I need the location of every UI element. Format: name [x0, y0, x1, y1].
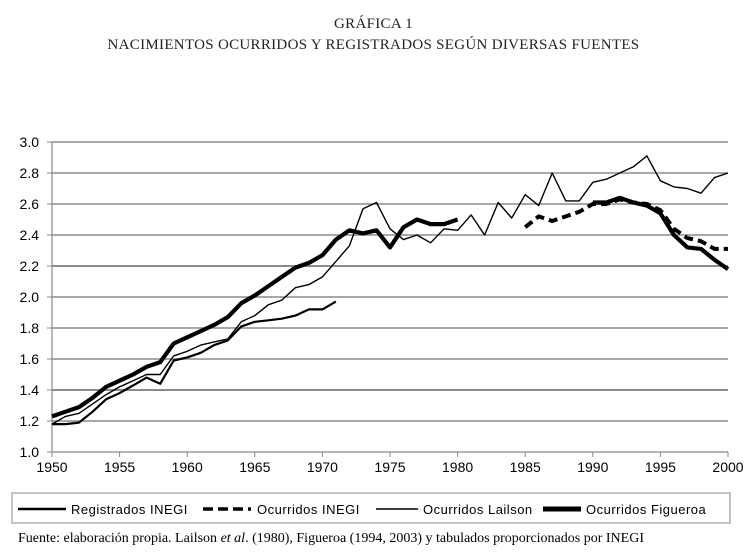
- x-tick-label: 2000: [712, 459, 743, 475]
- x-axis-ticks: 1950 1955 1960 1965 1970 1975 1980 1985 1990 1995…: [36, 452, 744, 475]
- gridlines: [52, 141, 728, 422]
- chart-title-line-2: NACIMIENTOS OCURRIDOS Y REGISTRADOS SEGÚ…: [107, 37, 640, 53]
- series-line-ocurridos-inegi: [523, 197, 728, 251]
- x-tick-label: 1990: [577, 459, 608, 475]
- series-line-ocurridos-lailson: [51, 155, 729, 425]
- series-ocurridos-figueroa: [51, 195, 730, 419]
- y-tick-label: 2.0: [20, 289, 40, 305]
- y-tick-label: 1.6: [20, 351, 40, 367]
- x-tick-label: 1975: [374, 459, 405, 475]
- series-lines: [51, 155, 730, 426]
- y-tick-label: 1.8: [20, 320, 40, 336]
- series-ocurridos-inegi: [523, 197, 728, 251]
- y-tick-label: 1.0: [20, 444, 40, 460]
- x-tick-label: 1980: [442, 459, 473, 475]
- x-tick-label: 1950: [36, 459, 67, 475]
- y-tick-label: 1.4: [20, 382, 40, 398]
- x-tick-label: 1970: [307, 459, 338, 475]
- source-note: Fuente: elaboración propia. Lailson et a…: [18, 531, 738, 547]
- source-suffix: . (1980), Figueroa (1994, 2003) y tabula…: [245, 531, 644, 546]
- series-ocurridos-lailson: [51, 155, 729, 425]
- x-tick-label: 1960: [172, 459, 203, 475]
- legend-label-ocurridos-figueroa: Ocurridos Figueroa: [586, 502, 707, 517]
- legend-label-ocurridos-inegi: Ocurridos INEGI: [257, 502, 360, 517]
- series-line-ocurridos-figueroa: [51, 217, 459, 419]
- series-line-registrados-inegi: [52, 300, 337, 426]
- x-tick-label: 1965: [239, 459, 270, 475]
- legend-frame: [11, 492, 731, 524]
- y-tick-label: 3.0: [20, 134, 40, 150]
- y-tick-label: 2.4: [20, 227, 40, 243]
- legend: Registrados INEGI Ocurridos INEGI Ocurri…: [11, 492, 731, 524]
- source-prefix: Fuente: elaboración propia. Lailson: [18, 531, 221, 546]
- legend-label-ocurridos-lailson: Ocurridos Lailson: [423, 502, 533, 517]
- y-tick-label: 2.8: [20, 165, 40, 181]
- y-tick-label: 1.2: [20, 413, 40, 429]
- x-tick-label: 1955: [104, 459, 135, 475]
- y-tick-label: 2.6: [20, 196, 40, 212]
- source-etal: et al: [220, 531, 246, 546]
- series-registrados-inegi: [52, 300, 337, 426]
- x-tick-label: 1995: [645, 459, 676, 475]
- y-tick-label: 2.2: [20, 258, 40, 274]
- y-axis-ticks: 1.0 1.2 1.4 1.6 1.8 2.0 2.2 2.4 2.6 2.8 3.0: [20, 134, 52, 460]
- chart-title-line-1: GRÁFICA 1: [334, 16, 413, 32]
- legend-label-registrados-inegi: Registrados INEGI: [71, 502, 188, 517]
- x-tick-label: 1985: [510, 459, 541, 475]
